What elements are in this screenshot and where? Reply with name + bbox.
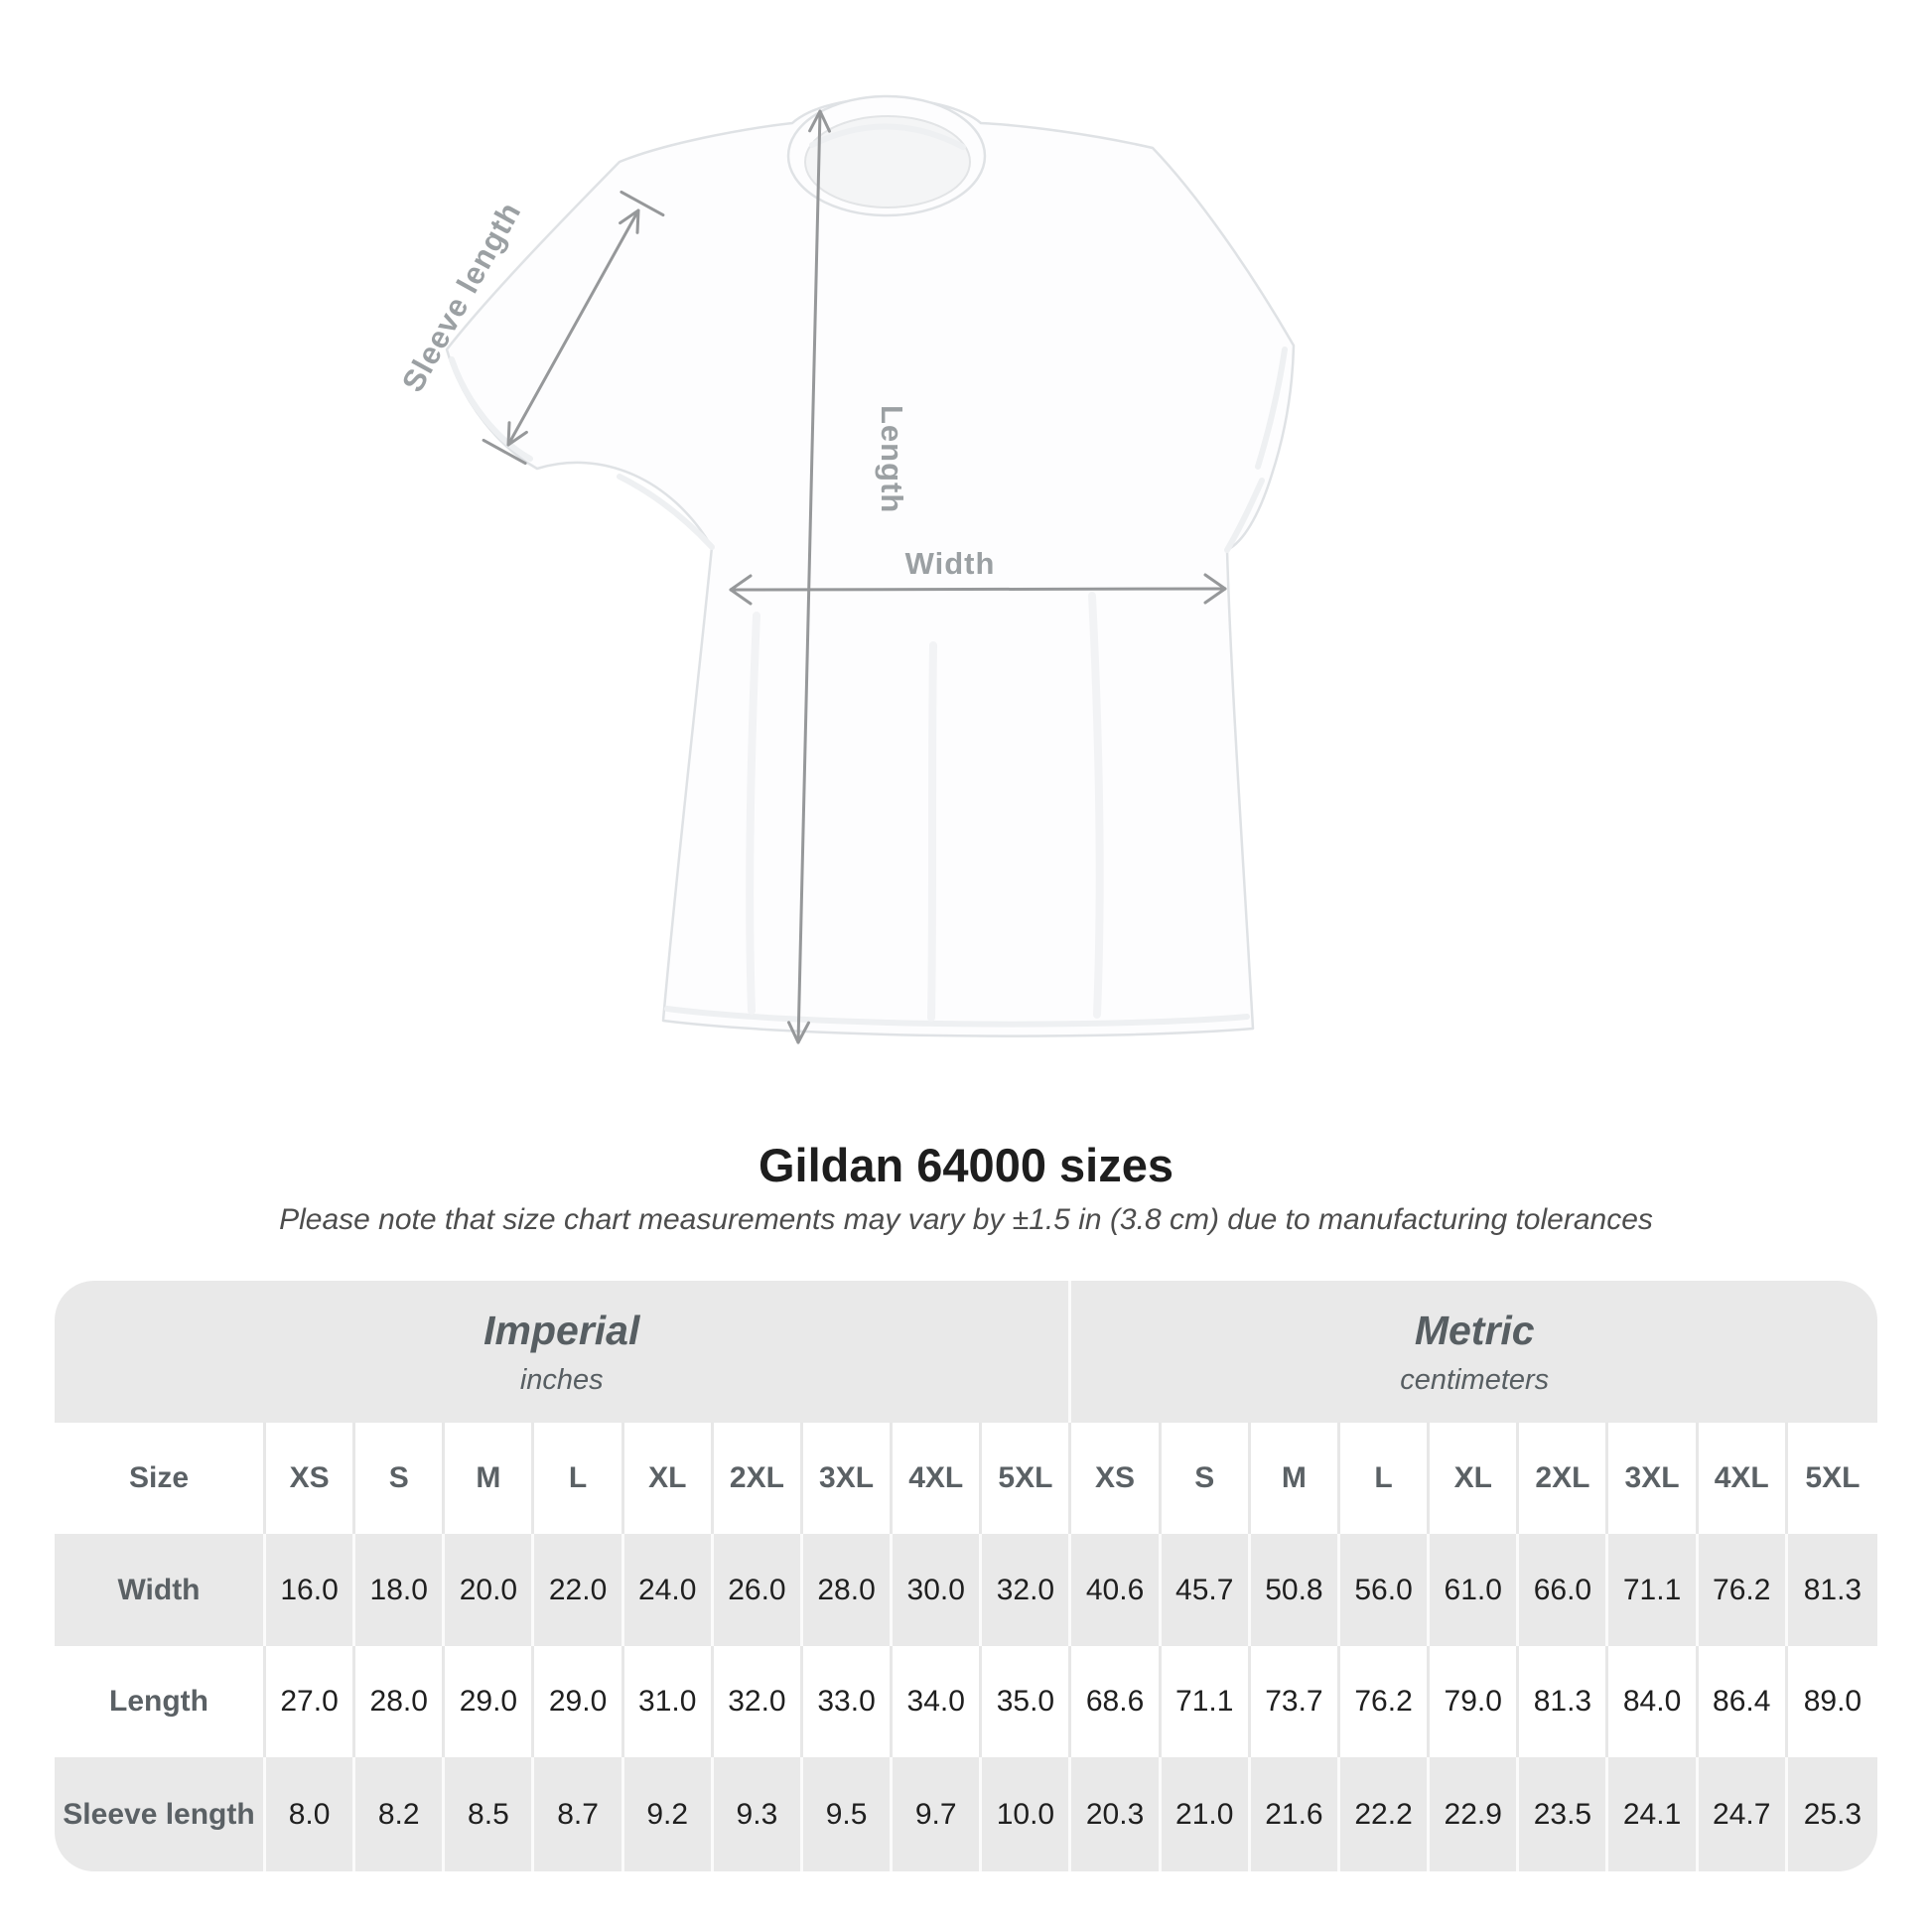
sleeve-metric-cell: 20.3 [1071,1757,1162,1871]
length-metric-cell: 84.0 [1608,1646,1699,1757]
width-metric-cell: 71.1 [1608,1534,1699,1646]
row-label-length: Length [55,1646,266,1757]
sleeve-imperial-cell: 9.3 [713,1757,803,1871]
metric-size-header: 5XL [1787,1423,1877,1534]
length-imperial-cell: 29.0 [534,1646,624,1757]
row-label-sleeve-length: Sleeve length [55,1757,266,1871]
size-chart-table: Imperial inches Metric centimeters Size … [55,1281,1877,1871]
length-arrow [787,109,831,1044]
metric-size-header: XL [1430,1423,1520,1534]
metric-size-header: 2XL [1519,1423,1609,1534]
sleeve-imperial-cell: 8.0 [266,1757,356,1871]
metric-title: Metric [1414,1307,1535,1353]
width-metric-cell: 56.0 [1339,1534,1431,1646]
width-label: Width [905,546,996,581]
width-metric-cell: 40.6 [1071,1534,1162,1646]
width-imperial-cell: 22.0 [534,1534,624,1646]
length-metric-cell: 71.1 [1161,1646,1251,1757]
sleeve-metric-cell: 25.3 [1787,1757,1877,1871]
imperial-size-header: XS [266,1423,356,1534]
width-imperial-cell: 28.0 [802,1534,894,1646]
imperial-size-header: 2XL [713,1423,803,1534]
tolerance-note: Please note that size chart measurements… [279,1203,1653,1236]
sleeve-metric-cell: 24.7 [1698,1757,1788,1871]
imperial-title: Imperial [483,1307,640,1353]
sleeve-imperial-cell: 9.7 [893,1757,983,1871]
sleeve-metric-cell: 21.0 [1161,1757,1251,1871]
length-imperial-cell: 32.0 [713,1646,803,1757]
length-metric-cell: 73.7 [1250,1646,1340,1757]
length-imperial-cell: 33.0 [802,1646,894,1757]
metric-size-header: XS [1071,1423,1162,1534]
width-metric-cell: 50.8 [1250,1534,1340,1646]
width-imperial-cell: 32.0 [982,1534,1072,1646]
sleeve-imperial-cell: 9.5 [802,1757,894,1871]
imperial-size-header: 5XL [982,1423,1072,1534]
sleeve-metric-cell: 21.6 [1250,1757,1340,1871]
imperial-size-header: XL [623,1423,714,1534]
tshirt-measurement-diagram: Sleeve length Length Width [395,94,1296,1044]
width-imperial-cell: 30.0 [893,1534,983,1646]
width-imperial-cell: 24.0 [623,1534,714,1646]
length-metric-cell: 79.0 [1430,1646,1520,1757]
sleeve-imperial-cell: 8.2 [355,1757,446,1871]
length-imperial-cell: 35.0 [982,1646,1072,1757]
length-metric-cell: 81.3 [1519,1646,1609,1757]
width-metric-cell: 76.2 [1698,1534,1788,1646]
metric-size-header: S [1161,1423,1251,1534]
metric-size-header: 4XL [1698,1423,1788,1534]
length-label: Length [875,405,909,513]
sleeve-imperial-cell: 8.5 [445,1757,535,1871]
width-metric-cell: 45.7 [1161,1534,1251,1646]
metric-section-header: Metric centimeters [1071,1281,1877,1423]
imperial-size-header: L [534,1423,624,1534]
tshirt-illustration [445,94,1296,1037]
length-metric-cell: 76.2 [1339,1646,1431,1757]
width-imperial-cell: 16.0 [266,1534,356,1646]
length-imperial-cell: 28.0 [355,1646,446,1757]
length-metric-cell: 89.0 [1787,1646,1877,1757]
width-metric-cell: 66.0 [1519,1534,1609,1646]
length-metric-cell: 68.6 [1071,1646,1162,1757]
imperial-unit: inches [519,1363,604,1396]
page-title: Gildan 64000 sizes [758,1139,1174,1191]
width-metric-cell: 81.3 [1787,1534,1877,1646]
sleeve-imperial-cell: 8.7 [534,1757,624,1871]
length-imperial-cell: 27.0 [266,1646,356,1757]
sleeve-metric-cell: 22.2 [1339,1757,1431,1871]
imperial-size-header: 3XL [802,1423,894,1534]
width-imperial-cell: 18.0 [355,1534,446,1646]
size-column-header: Size [55,1423,266,1534]
width-arrow [729,573,1227,606]
imperial-section-header: Imperial inches [55,1281,1072,1423]
sleeve-metric-cell: 24.1 [1608,1757,1699,1871]
length-metric-cell: 86.4 [1698,1646,1788,1757]
width-imperial-cell: 26.0 [713,1534,803,1646]
collar-inner [804,115,971,208]
sleeve-metric-cell: 23.5 [1519,1757,1609,1871]
metric-size-header: M [1250,1423,1340,1534]
length-imperial-cell: 29.0 [445,1646,535,1757]
sleeve-imperial-cell: 10.0 [982,1757,1072,1871]
width-imperial-cell: 20.0 [445,1534,535,1646]
length-imperial-cell: 31.0 [623,1646,714,1757]
metric-size-header: L [1339,1423,1431,1534]
sleeve-length-arrow [482,190,665,466]
length-imperial-cell: 34.0 [893,1646,983,1757]
sleeve-imperial-cell: 9.2 [623,1757,714,1871]
imperial-size-header: S [355,1423,446,1534]
row-label-width: Width [55,1534,266,1646]
metric-size-header: 3XL [1608,1423,1699,1534]
sleeve-metric-cell: 22.9 [1430,1757,1520,1871]
imperial-size-header: M [445,1423,535,1534]
metric-unit: centimeters [1400,1363,1550,1396]
width-metric-cell: 61.0 [1430,1534,1520,1646]
imperial-size-header: 4XL [893,1423,983,1534]
